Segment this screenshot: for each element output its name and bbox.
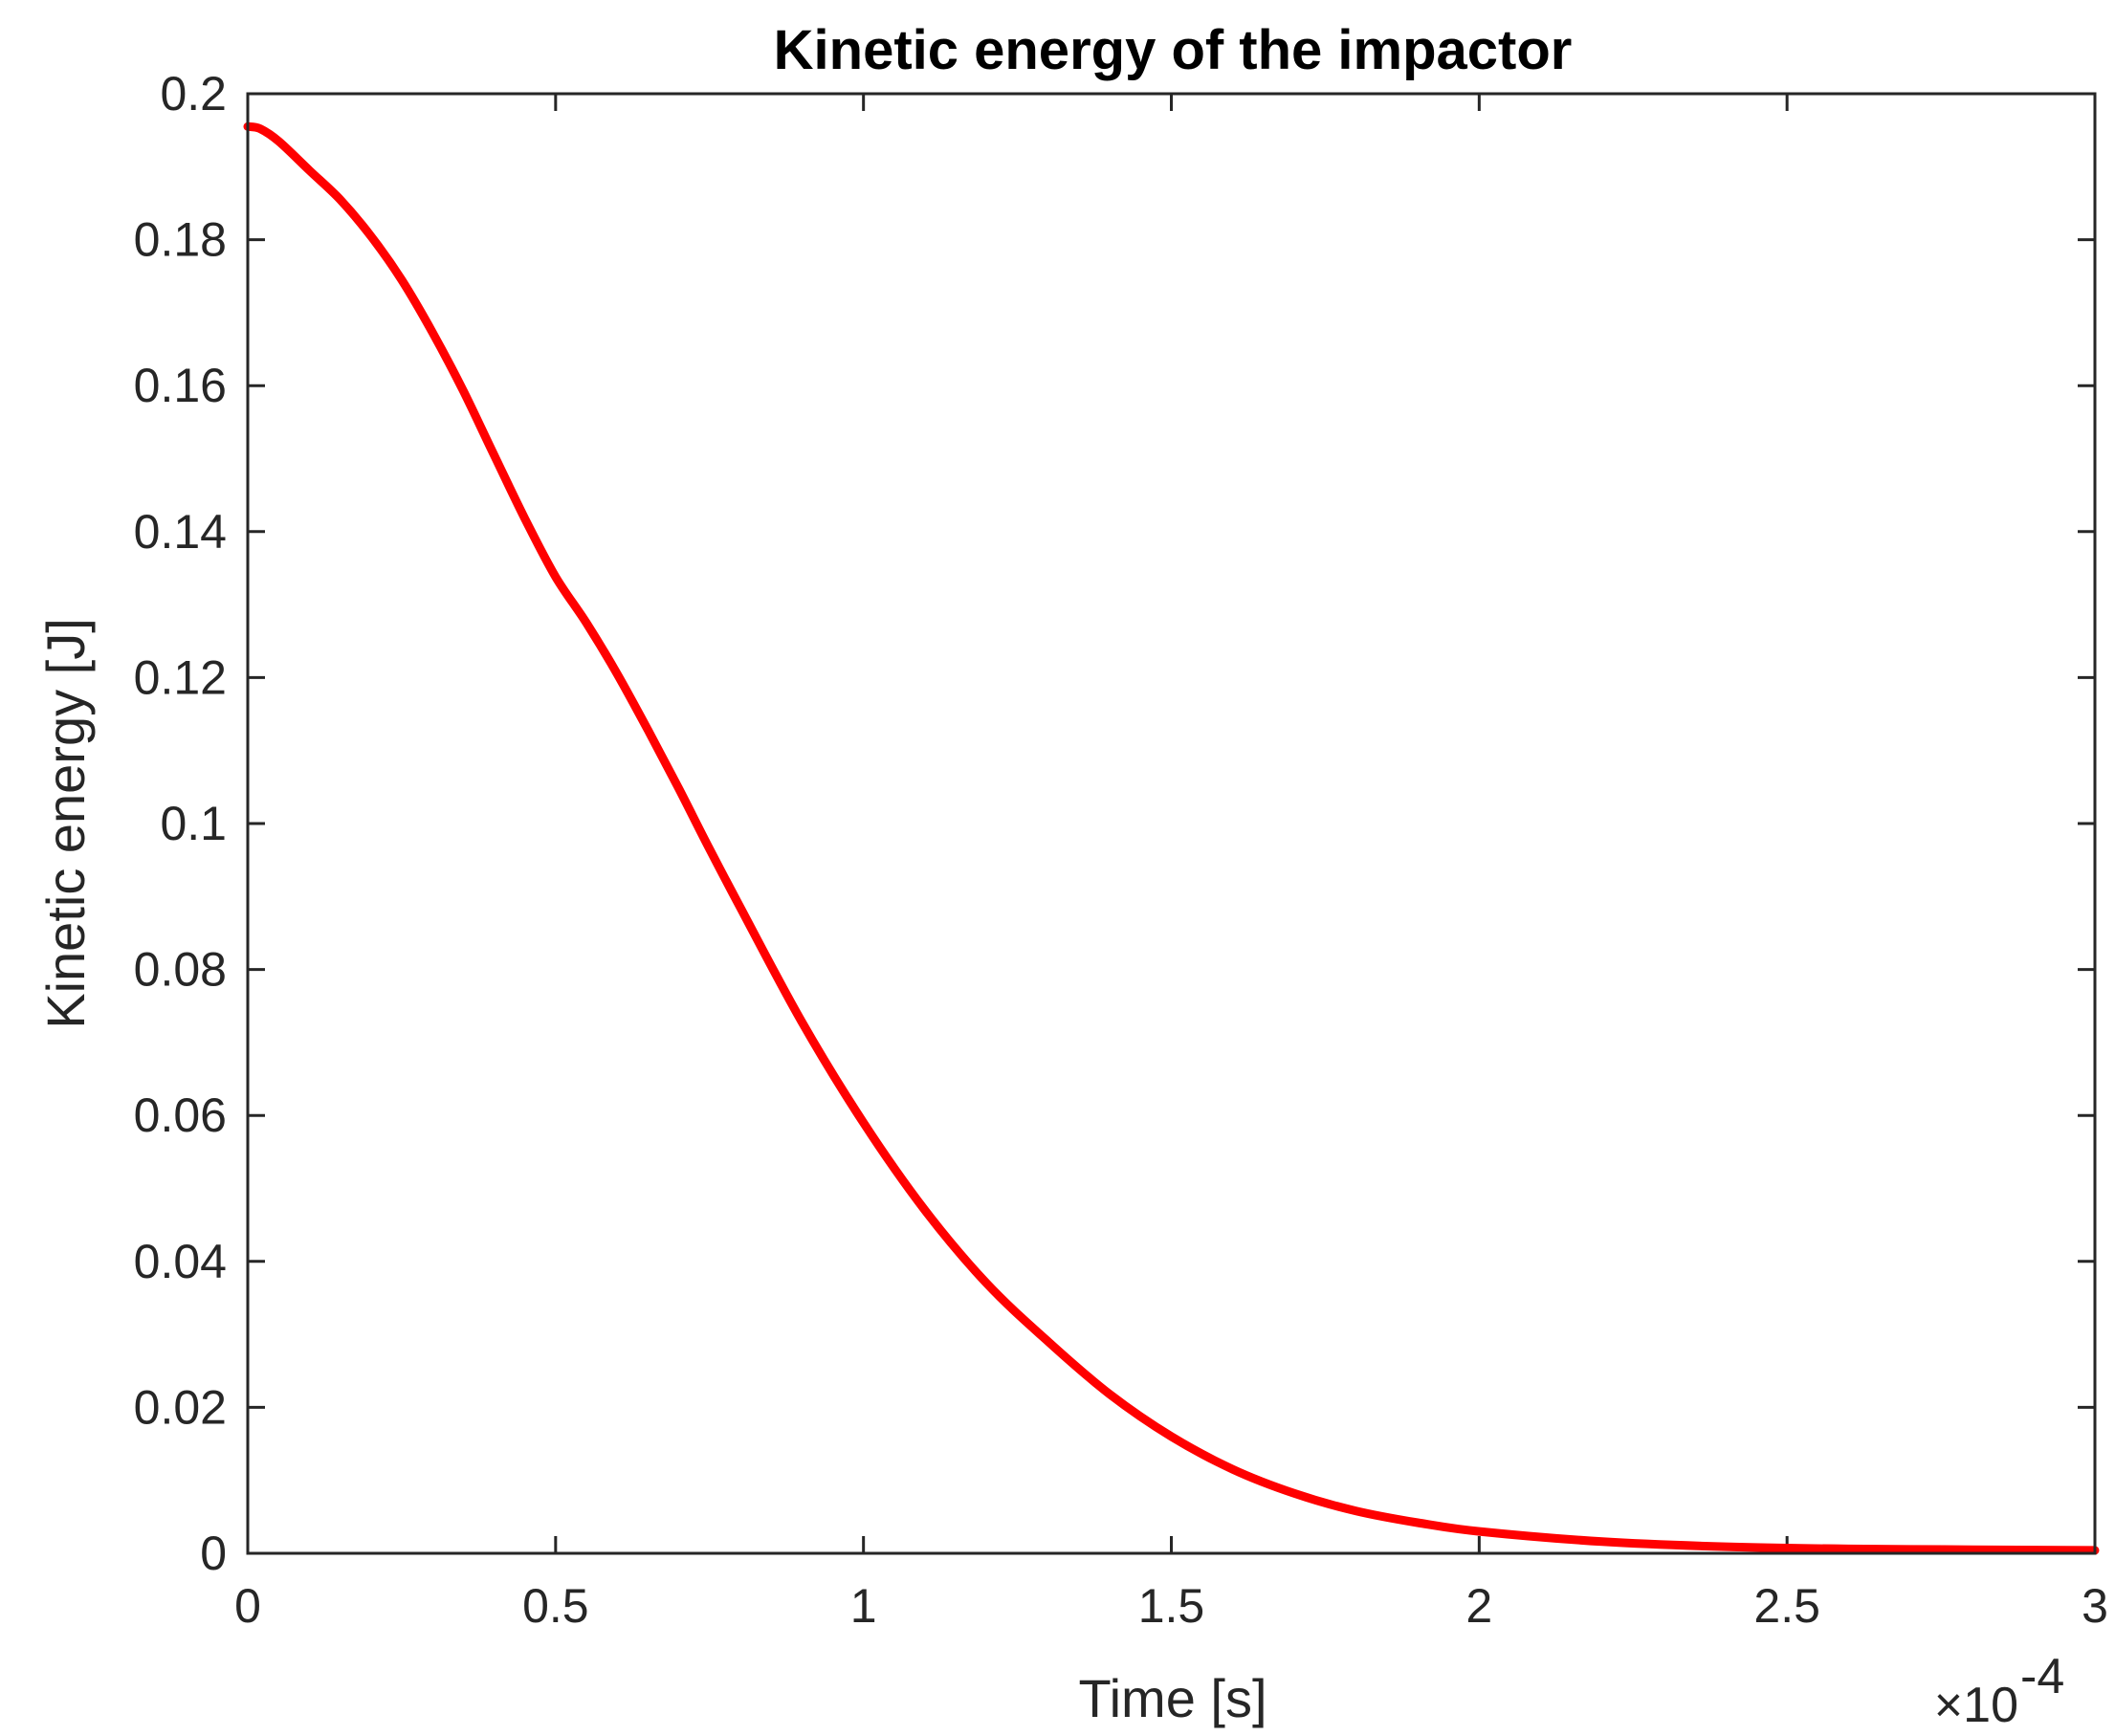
x-tick-label: 2.5	[1753, 1579, 1820, 1633]
y-tick-label: 0.1	[160, 797, 227, 850]
x-exponent-power: -4	[2020, 1649, 2064, 1704]
x-tick-label: 0.5	[522, 1579, 589, 1633]
y-tick-label: 0.06	[134, 1088, 227, 1142]
y-axis-ticks: 0 0.02 0.04 0.06 0.08 0.1 0.12 0.14 0.16 0.18 0.2	[134, 67, 2095, 1580]
y-tick-label: 0.12	[134, 650, 227, 704]
x-axis-ticks: 0 0.5 1 1.5 2 2.5 3	[234, 94, 2108, 1633]
y-axis-label: Kinetic energy [J]	[35, 618, 96, 1029]
x-tick-label: 3	[2082, 1579, 2108, 1633]
chart-title: Kinetic energy of the impactor	[774, 19, 1573, 81]
y-tick-label: 0.02	[134, 1380, 227, 1434]
y-tick-label: 0.14	[134, 505, 227, 559]
kinetic-energy-line	[243, 121, 2100, 1555]
y-tick-label: 0.16	[134, 359, 227, 412]
x-tick-label: 1	[850, 1579, 877, 1633]
y-tick-label: 0.2	[160, 67, 227, 121]
x-exponent-base: ×10	[1934, 1678, 2018, 1733]
x-axis-exponent: ×10 -4	[1934, 1649, 2064, 1733]
plot-frame	[246, 92, 2097, 1555]
x-axis-label: Time [s]	[1078, 1668, 1267, 1728]
y-tick-label: 0	[200, 1527, 227, 1580]
y-tick-label: 0.08	[134, 943, 227, 997]
x-tick-label: 0	[234, 1579, 261, 1633]
y-tick-label: 0.04	[134, 1235, 227, 1288]
x-tick-label: 1.5	[1138, 1579, 1205, 1633]
x-tick-label: 2	[1465, 1579, 1492, 1633]
y-tick-label: 0.18	[134, 213, 227, 267]
